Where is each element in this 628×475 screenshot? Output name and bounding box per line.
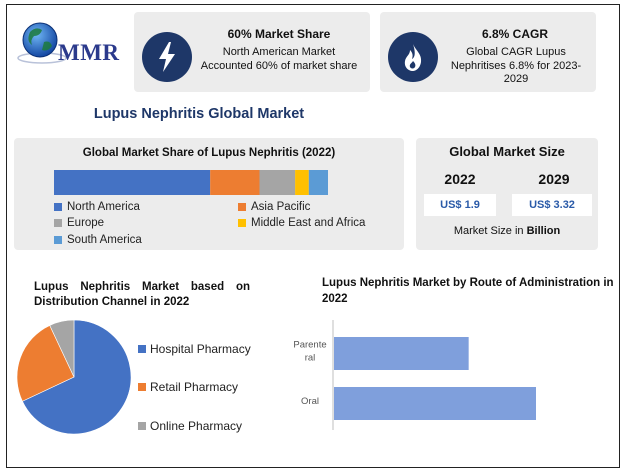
legend-swatch: [138, 345, 146, 353]
legend-label: Hospital Pharmacy: [150, 342, 251, 356]
chart-title: Lupus Nephritis Market based on Distribu…: [34, 281, 250, 308]
legend-swatch: [54, 219, 62, 227]
legend-swatch: [54, 236, 62, 244]
stat-title: 60% Market Share: [227, 27, 331, 41]
category-tick-label: Oral: [301, 396, 319, 407]
pie-slice: [49, 319, 75, 378]
year-label: 2022: [444, 171, 476, 187]
market-size-value: US$ 3.32: [512, 194, 592, 216]
market-size-footer: Market Size in Billion: [416, 225, 598, 237]
legend-item: Retail Pharmacy: [138, 380, 238, 394]
flame-icon: [388, 32, 438, 82]
legend-label: Retail Pharmacy: [150, 380, 239, 394]
page-title: Lupus Nephritis Global Market: [93, 106, 305, 122]
infographic-frame: [6, 4, 620, 468]
legend-label: North America: [67, 201, 140, 213]
legend-item: Asia Pacific: [238, 201, 310, 213]
legend-item: Middle East and Africa: [238, 217, 365, 229]
legend-label: Europe: [67, 217, 105, 229]
stacked-bar-chart: [54, 170, 328, 195]
footer-prefix: Market Size in: [453, 225, 524, 237]
pie-slice: [22, 319, 132, 435]
legend-item: Online Pharmacy: [138, 419, 242, 433]
brand-logo: MMR: [14, 14, 132, 76]
legend-swatch: [138, 422, 146, 430]
stat-title: 6.8% CAGR: [481, 27, 549, 41]
chart-title: Lupus Nephritis Market by Route of Admin…: [322, 277, 614, 305]
year-label: 2029: [538, 171, 570, 187]
legend-swatch: [238, 219, 246, 227]
stat-description: North American Market Accounted 60% of m…: [200, 46, 358, 72]
chart-title: Global Market Share of Lupus Nephritis (…: [82, 147, 336, 159]
footer-unit: Billion: [526, 225, 561, 237]
legend-item: North America: [54, 201, 140, 213]
lightning-bolt-icon: [142, 32, 192, 82]
stacked-bar-segment: [295, 170, 309, 195]
legend-item: Hospital Pharmacy: [138, 342, 251, 356]
stacked-bar-segment: [54, 170, 211, 195]
legend-label: Middle East and Africa: [251, 217, 366, 229]
legend-item: South America: [54, 234, 142, 246]
market-size-value: US$ 1.9: [424, 194, 496, 216]
route-bar: [334, 387, 536, 420]
legend-swatch: [54, 203, 62, 211]
brand-name: MMR: [58, 40, 120, 65]
legend-label: South America: [67, 234, 142, 246]
stacked-bar-segment: [259, 170, 296, 195]
legend-label: Asia Pacific: [251, 201, 311, 213]
legend-label: Online Pharmacy: [150, 419, 243, 433]
stacked-bar-segment: [210, 170, 260, 195]
legend-swatch: [238, 203, 246, 211]
pie-slice: [16, 325, 75, 402]
legend-item: Europe: [54, 217, 104, 229]
category-tick-label: Parente ral: [293, 340, 326, 364]
stacked-bar-segment: [308, 170, 328, 195]
route-bar: [334, 337, 469, 370]
legend-swatch: [138, 383, 146, 391]
market-size-title: Global Market Size: [449, 144, 565, 159]
globe-icon: [17, 22, 67, 64]
stat-description: Global CAGR Lupus Nephritises 6.8% for 2…: [450, 46, 582, 85]
